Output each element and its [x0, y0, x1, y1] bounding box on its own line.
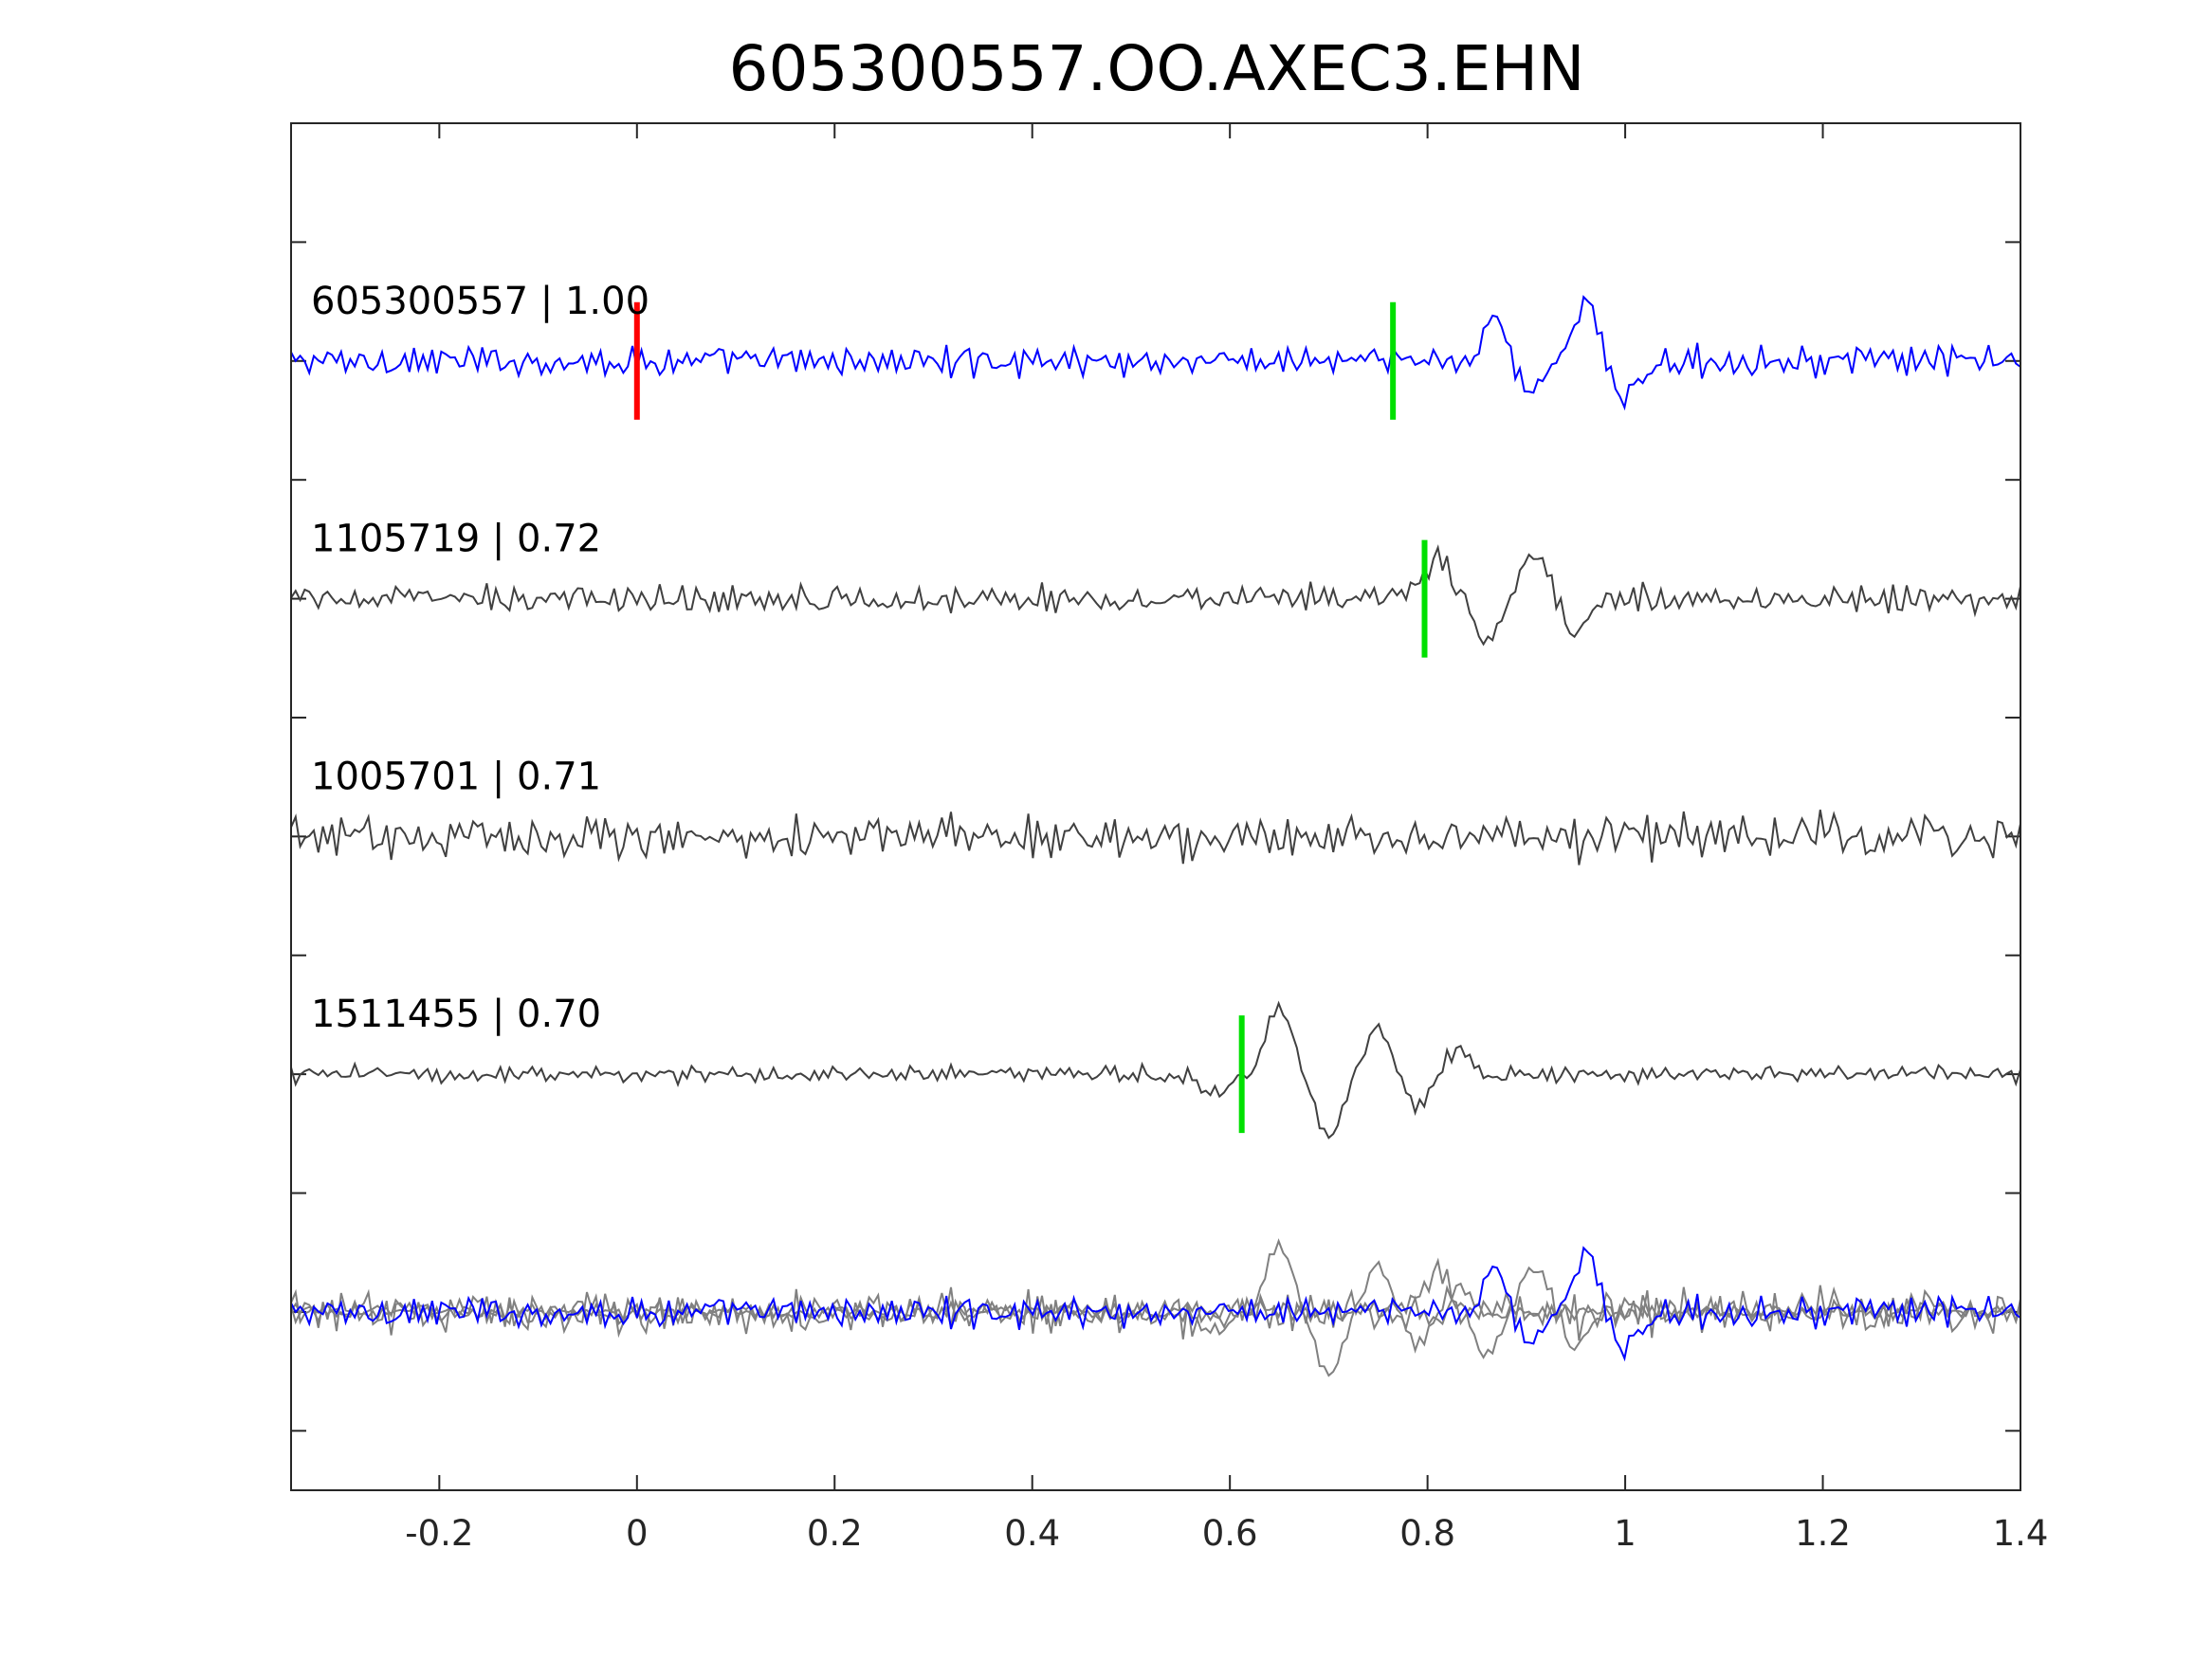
trace-1105719: [290, 544, 2021, 647]
stack-trace-605300557: [290, 1246, 2021, 1362]
trace-group: [290, 295, 2021, 1139]
plot-area: [291, 123, 2020, 1490]
x-tick-label: 0.8: [1399, 1513, 1455, 1554]
plot-frame: [290, 122, 2021, 1491]
x-tick-label: 1.2: [1795, 1513, 1851, 1554]
x-tick-label: 0.4: [1004, 1513, 1060, 1554]
pick-markers-group: [633, 301, 1428, 1134]
trace-labels-group: 605300557 | 1.00 1105719 | 0.72 1005701 | …: [311, 280, 649, 1036]
stack-trace-1005701: [290, 1285, 2021, 1341]
x-tick-label: 0: [626, 1513, 649, 1554]
trace-label-1005701: 1005701 | 0.71: [311, 755, 601, 798]
stack-trace-1511455: [290, 1238, 2021, 1377]
x-tick-label: 1: [1614, 1513, 1636, 1554]
chart-title: 605300557.OO.AXEC3.EHN: [729, 32, 1585, 105]
trace-label-605300557: 605300557 | 1.00: [311, 280, 649, 323]
trace-1511455: [290, 1000, 2021, 1139]
trace-1005701: [290, 810, 2021, 866]
trace-label-1511455: 1511455 | 0.70: [311, 993, 601, 1036]
x-axis-ticks: -0.2 0 0.2 0.4 0.6 0.8 1 1.2 1.4: [405, 123, 2048, 1554]
x-tick-label: 1.4: [1993, 1513, 2049, 1554]
stack-overlay-group: [290, 1238, 2021, 1377]
trace-label-1105719: 1105719 | 0.72: [311, 518, 601, 561]
x-tick-label: 0.2: [807, 1513, 863, 1554]
x-tick-label: 0.6: [1202, 1513, 1258, 1554]
x-tick-label: -0.2: [405, 1513, 473, 1554]
trace-605300557: [290, 295, 2021, 411]
